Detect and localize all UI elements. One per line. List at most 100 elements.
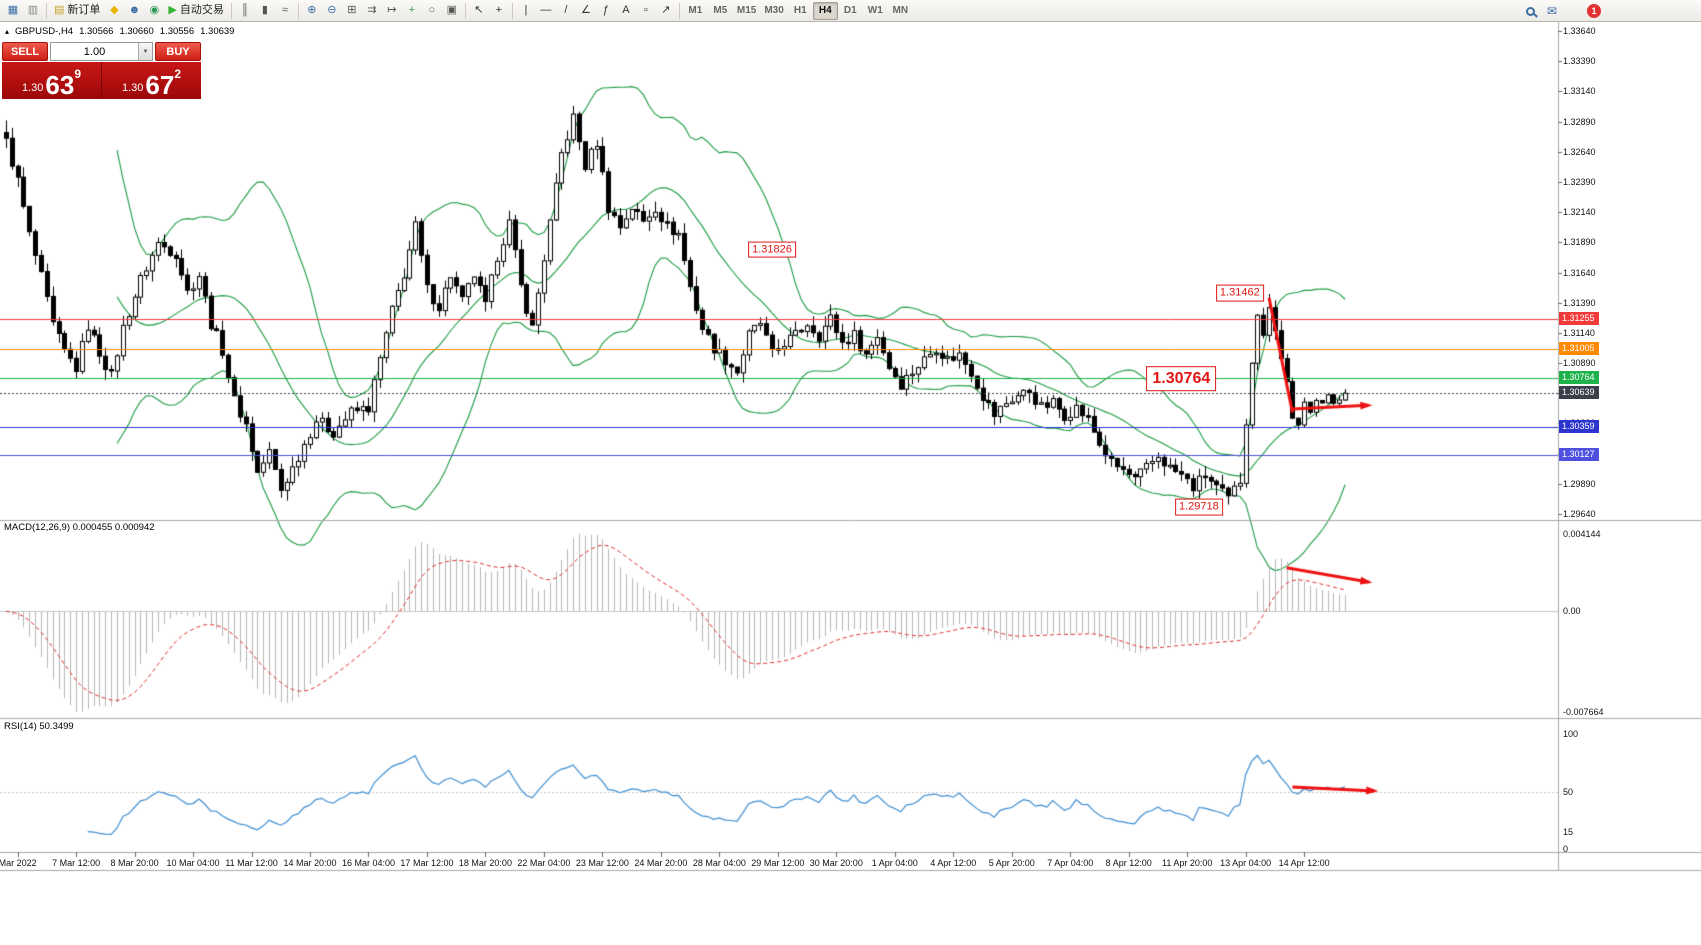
community-icon[interactable]: ☻: [124, 2, 144, 20]
periods-icon: ○: [428, 4, 436, 16]
mql5-icon: ◆: [110, 4, 119, 16]
tile-windows-icon: ⊞: [347, 4, 357, 16]
fibonacci-icon[interactable]: ƒ: [596, 2, 616, 20]
toolbar-separator: [46, 2, 47, 19]
timeframe-m1[interactable]: M1: [688, 5, 703, 16]
buy-price-big: 67: [145, 69, 175, 100]
zoom-in-icon: ⊕: [307, 4, 317, 16]
price-annotation[interactable]: 1.29718: [1174, 498, 1223, 516]
timeframe-d1[interactable]: D1: [843, 5, 857, 16]
arrows-icon: ↗: [661, 4, 671, 16]
toolbar-separator: [464, 2, 466, 19]
indicators-icon[interactable]: +: [402, 2, 422, 20]
community-icon: ☻: [128, 4, 141, 16]
collapse-icon[interactable]: ▴: [5, 27, 10, 36]
new-chart-icon[interactable]: ▦: [3, 2, 23, 20]
timeframe-m5[interactable]: M5: [713, 5, 728, 16]
label-icon[interactable]: ▫: [636, 2, 656, 20]
sell-button[interactable]: SELL: [2, 42, 48, 61]
timeframe-w1[interactable]: W1: [867, 5, 883, 16]
new-order-button-label: 新订单: [67, 4, 101, 16]
zoom-out-icon: ⊖: [327, 4, 337, 16]
chart-shift-icon: ↦: [387, 4, 397, 16]
text-icon: A: [622, 4, 630, 16]
trendline-icon: /: [564, 4, 568, 16]
mql5-icon[interactable]: ◆: [104, 2, 124, 20]
timeframe-h1[interactable]: H1: [793, 5, 807, 16]
volume-dropdown-icon[interactable]: ▼: [138, 43, 152, 60]
news-icon[interactable]: ◉: [144, 2, 164, 20]
cursor-icon: ↖: [474, 4, 484, 16]
candle-chart-icon: ▮: [261, 4, 268, 16]
timeframe-mn[interactable]: MN: [892, 5, 909, 16]
crosshair-icon[interactable]: +: [489, 2, 509, 20]
rsi-label: RSI(14) 50.3499: [4, 721, 74, 732]
notification-badge[interactable]: 1: [1587, 4, 1601, 18]
crosshair-icon: +: [495, 4, 503, 16]
toolbar-separator: [511, 2, 513, 19]
arrows-icon[interactable]: ↗: [656, 2, 676, 20]
volume-input[interactable]: 1.00 ▼: [50, 42, 153, 61]
indicators-icon: +: [408, 4, 416, 16]
autotrading-button[interactable]: ▶ 自动交易: [164, 2, 227, 20]
toolbar-separator: [230, 2, 232, 19]
toolbar-right: ✉ 1: [1525, 0, 1601, 22]
profiles-icon[interactable]: ▥: [23, 2, 43, 20]
new-chart-icon: ▦: [7, 4, 19, 16]
candle-chart-icon[interactable]: ▮: [255, 2, 275, 20]
quote-close: 1.30639: [200, 26, 235, 37]
zoom-out-icon[interactable]: ⊖: [322, 2, 342, 20]
quote-low: 1.30556: [159, 26, 195, 37]
auto-scroll-icon: ⇉: [367, 4, 377, 16]
auto-scroll-icon[interactable]: ⇉: [362, 2, 382, 20]
quote-line: ▴ GBPUSD-,H4 1.30566 1.30660 1.30556 1.3…: [5, 26, 234, 37]
mail-icon[interactable]: ✉: [1546, 4, 1557, 18]
cursor-icon[interactable]: ↖: [469, 2, 489, 20]
price-annotation[interactable]: 1.31826: [748, 241, 796, 258]
buy-button[interactable]: BUY: [155, 42, 201, 61]
trendline-icon[interactable]: /: [556, 2, 576, 20]
quote-open: 1.30566: [79, 26, 114, 37]
autotrading-button-label: 自动交易: [179, 4, 224, 16]
buy-price[interactable]: 1.30 67 2: [101, 62, 201, 99]
horizontal-line-icon: —: [540, 4, 552, 16]
periods-icon[interactable]: ○: [422, 2, 442, 20]
chart-shift-icon[interactable]: ↦: [382, 2, 402, 20]
one-click-trading: SELL 1.00 ▼ BUY 1.30 63 9 1.30 67 2: [2, 42, 201, 99]
label-icon: ▫: [643, 4, 648, 16]
sell-price-big: 63: [45, 69, 75, 100]
templates-icon[interactable]: ▣: [442, 2, 462, 20]
channel-icon[interactable]: ∠: [576, 2, 596, 20]
sell-price-main: 1.30: [21, 82, 44, 94]
volume-value[interactable]: 1.00: [83, 45, 106, 58]
toolbar-separator: [297, 2, 299, 19]
new-order-button[interactable]: ▤ 新订单: [50, 2, 104, 20]
sell-price-sup: 9: [74, 67, 82, 81]
bar-chart-icon[interactable]: ║: [235, 2, 255, 20]
horizontal-line-icon[interactable]: —: [536, 2, 556, 20]
bar-chart-icon: ║: [240, 4, 249, 16]
fibonacci-icon: ƒ: [602, 4, 609, 16]
line-chart-icon[interactable]: ≈: [275, 2, 295, 20]
vertical-line-icon: |: [524, 4, 528, 16]
text-icon[interactable]: A: [616, 2, 636, 20]
templates-icon: ▣: [446, 4, 458, 16]
toolbar-separator: [678, 2, 680, 19]
tile-windows-icon[interactable]: ⊞: [342, 2, 362, 20]
quote-high: 1.30660: [119, 26, 154, 37]
sell-price[interactable]: 1.30 63 9: [2, 62, 101, 99]
price-annotation[interactable]: 1.31462: [1215, 284, 1264, 302]
timeframe-m15[interactable]: M15: [736, 5, 757, 16]
quote-symbol: GBPUSD-,H4: [15, 26, 74, 37]
buy-price-sup: 2: [174, 67, 182, 81]
line-chart-icon: ≈: [281, 4, 288, 16]
search-icon[interactable]: [1525, 6, 1535, 16]
zoom-in-icon[interactable]: ⊕: [302, 2, 322, 20]
new-order-icon: ▤: [54, 4, 65, 16]
vertical-line-icon[interactable]: |: [516, 2, 536, 20]
timeframe-m30[interactable]: M30: [764, 5, 784, 16]
price-annotation[interactable]: 1.30764: [1146, 365, 1217, 392]
timeframe-h4[interactable]: H4: [812, 1, 838, 20]
